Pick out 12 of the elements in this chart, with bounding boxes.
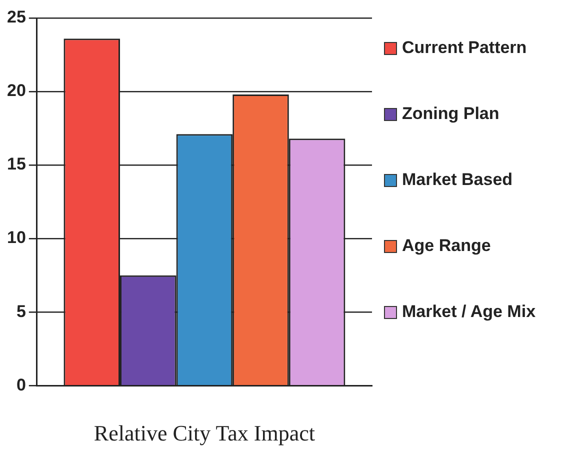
y-tick-label: 20	[6, 81, 26, 100]
y-tick-label: 5	[16, 302, 26, 321]
x-axis-title: Relative City Tax Impact	[94, 420, 315, 446]
legend-label: Zoning Plan	[402, 104, 500, 124]
y-tick-label: 15	[6, 154, 26, 174]
y-tick-label: 25	[6, 8, 26, 27]
legend-label: Age Range	[402, 236, 491, 256]
legend-label: Market / Age Mix	[402, 302, 536, 322]
y-tick-label: 10	[6, 228, 26, 248]
legend-label: Current Pattern	[402, 38, 527, 58]
legend-label: Market Based	[402, 170, 513, 190]
y-tick-label: 0	[16, 375, 26, 394]
